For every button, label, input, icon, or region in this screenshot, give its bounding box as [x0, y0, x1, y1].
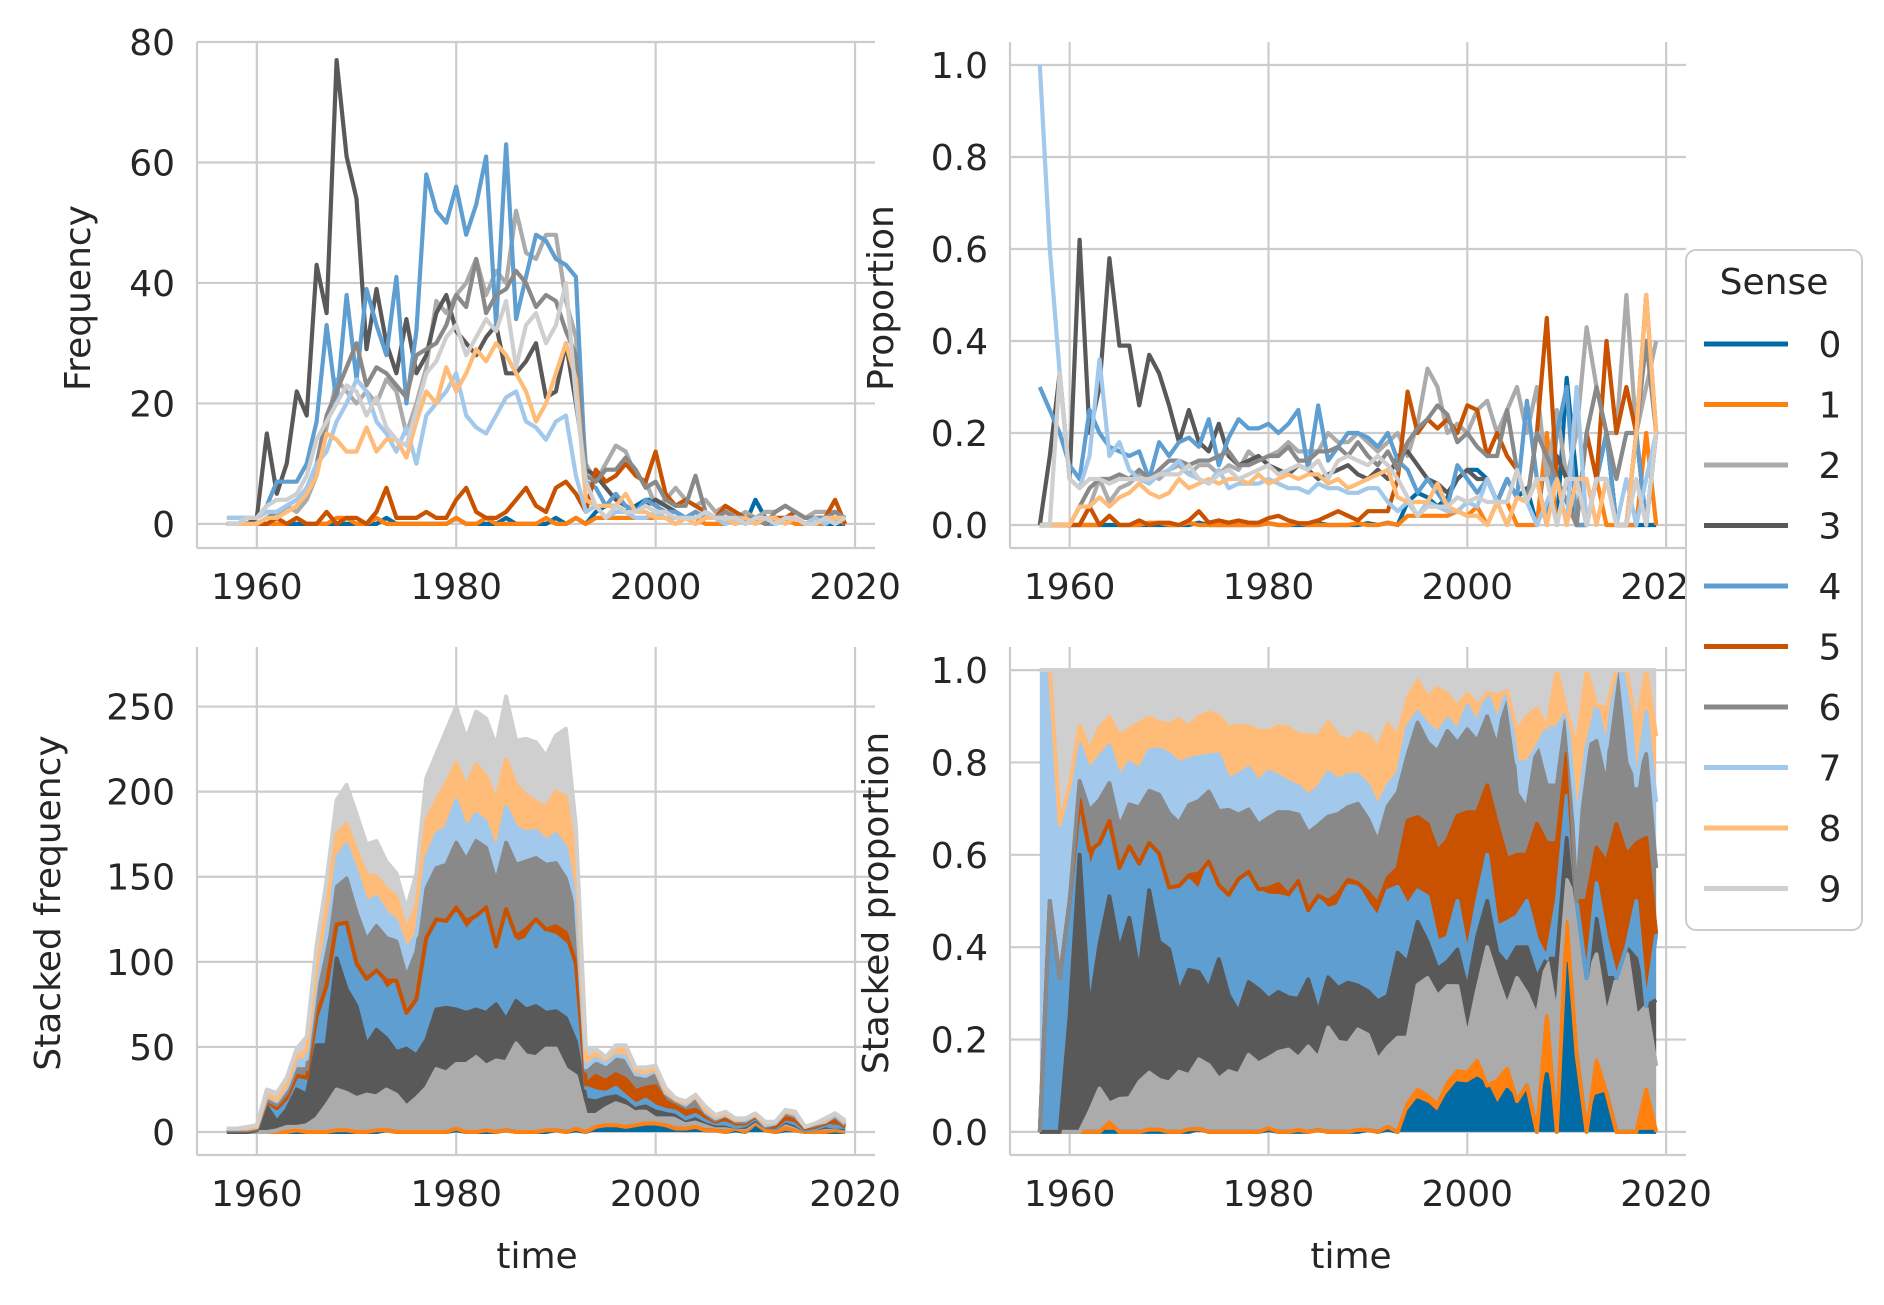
y-tick-label: 60	[129, 143, 175, 184]
x-tick-label: 1980	[410, 567, 502, 608]
x-tick-label: 2000	[610, 567, 702, 608]
y-tick-label: 0.4	[931, 322, 988, 363]
x-tick-label: 1960	[1024, 1174, 1116, 1215]
y-tick-label: 150	[106, 858, 175, 899]
y-tick-label: 0.4	[931, 928, 988, 969]
x-tick-label: 1980	[410, 1174, 502, 1215]
y-tick-label: 1.0	[931, 651, 988, 692]
stack-area-0	[1039, 964, 1657, 1132]
y-tick-label: 0	[152, 505, 175, 546]
stacked-frequency-ylabel: Stacked frequency	[28, 735, 69, 1070]
proportion-ylabel: Proportion	[861, 205, 902, 391]
plot-area	[1037, 668, 1659, 1134]
y-tick-label: 0.6	[931, 230, 988, 271]
stack-edge-8	[1039, 668, 1659, 826]
x-tick-label: 2000	[610, 1174, 702, 1215]
stack-area-4	[1039, 796, 1657, 1132]
legend-label-5: 5	[1819, 628, 1842, 669]
stack-edge-5	[1037, 752, 1659, 1132]
legend-title: Sense	[1720, 262, 1829, 303]
stacked-proportion-xlabel: time	[1310, 1236, 1391, 1277]
y-tick-label: 50	[129, 1028, 175, 1069]
series-line-8	[1039, 292, 1659, 528]
stack-area-9	[1039, 670, 1657, 824]
y-tick-label: 1.0	[931, 46, 988, 87]
y-tick-label: 0.0	[931, 506, 988, 547]
stack-area-8	[1039, 670, 1657, 824]
stack-area-6	[1039, 670, 1657, 1132]
y-tick-label: 0.0	[931, 1113, 988, 1154]
x-tick-label: 1960	[211, 1174, 303, 1215]
y-tick-label: 250	[106, 688, 175, 729]
x-tick-label: 1960	[1024, 567, 1116, 608]
series-line-4	[1037, 384, 1659, 528]
legend-label-9: 9	[1819, 870, 1842, 911]
legend-label-3: 3	[1819, 507, 1842, 548]
plot-area	[1037, 64, 1659, 528]
y-tick-label: 0	[152, 1113, 175, 1154]
frequency-panel: Frequency 1960 1980 2000 2020 0 20 40 60 80	[58, 23, 901, 608]
stack-area-2	[226, 1043, 846, 1132]
stack-area-9	[226, 696, 846, 1129]
stack-edge-7	[1039, 668, 1659, 826]
series-line-9	[1039, 371, 1659, 528]
plot-area	[226, 58, 848, 526]
x-tick-label: 1980	[1223, 567, 1315, 608]
y-tick-label: 40	[129, 264, 175, 305]
stack-area-6	[226, 841, 846, 1131]
stack-edge-1	[1039, 920, 1659, 1134]
stack-area-3	[226, 958, 846, 1132]
legend-label-7: 7	[1819, 749, 1842, 790]
legend-label-0: 0	[1819, 325, 1842, 366]
stacked-frequency-xlabel: time	[496, 1236, 577, 1277]
proportion-panel: Proportion 1960 1980 2000 20200.00.20.40.60…	[861, 42, 1712, 608]
x-tick-label: 2000	[1421, 1174, 1513, 1215]
x-tick-label: 1960	[211, 567, 303, 608]
stack-edge-1	[226, 1121, 846, 1134]
stack-area-7	[1039, 670, 1657, 1132]
y-tick-label: 0.2	[931, 414, 988, 455]
y-tick-label: 0.2	[931, 1021, 988, 1062]
series-line-5	[1039, 292, 1659, 528]
series-line-9	[226, 280, 847, 526]
stacked-frequency-panel: Stacked frequency time 1960 1980 2000 2020 0…	[28, 647, 901, 1277]
legend-label-8: 8	[1819, 809, 1842, 850]
legend-label-4: 4	[1819, 567, 1842, 608]
y-tick-label: 100	[106, 943, 175, 984]
x-tick-label: 2020	[809, 1174, 901, 1215]
x-tick-label: 2020	[1620, 1174, 1712, 1215]
legend-label-2: 2	[1819, 446, 1842, 487]
stack-edge-9	[226, 694, 847, 1131]
legend-label-6: 6	[1819, 688, 1842, 729]
y-tick-label: 0.8	[931, 138, 988, 179]
plot-area	[226, 694, 847, 1134]
y-tick-label: 0.8	[931, 743, 988, 784]
legend-label-1: 1	[1819, 386, 1842, 427]
x-tick-label: 1980	[1223, 1174, 1315, 1215]
y-tick-label: 80	[129, 23, 175, 64]
stacked-proportion-ylabel: Stacked proportion	[856, 732, 897, 1074]
x-tick-label: 2000	[1421, 567, 1513, 608]
legend-frame	[1685, 249, 1863, 931]
x-tick-label: 2020	[809, 567, 901, 608]
stack-area-4	[226, 909, 846, 1132]
stack-edge-2	[1039, 878, 1659, 1134]
frequency-ylabel: Frequency	[58, 205, 99, 391]
stacked-proportion-panel: Stacked proportion time 1960 1980 2000 2020…	[856, 647, 1712, 1277]
legend: Sense 0 1 2 3 4 5 6 7 8 9	[1685, 249, 1863, 931]
stack-edge-3	[1039, 836, 1658, 1134]
y-tick-label: 20	[129, 384, 175, 425]
y-tick-label: 200	[106, 773, 175, 814]
stack-area-1	[1039, 922, 1657, 1132]
y-tick-label: 0.6	[931, 836, 988, 877]
stack-edge-6	[1037, 668, 1659, 1132]
